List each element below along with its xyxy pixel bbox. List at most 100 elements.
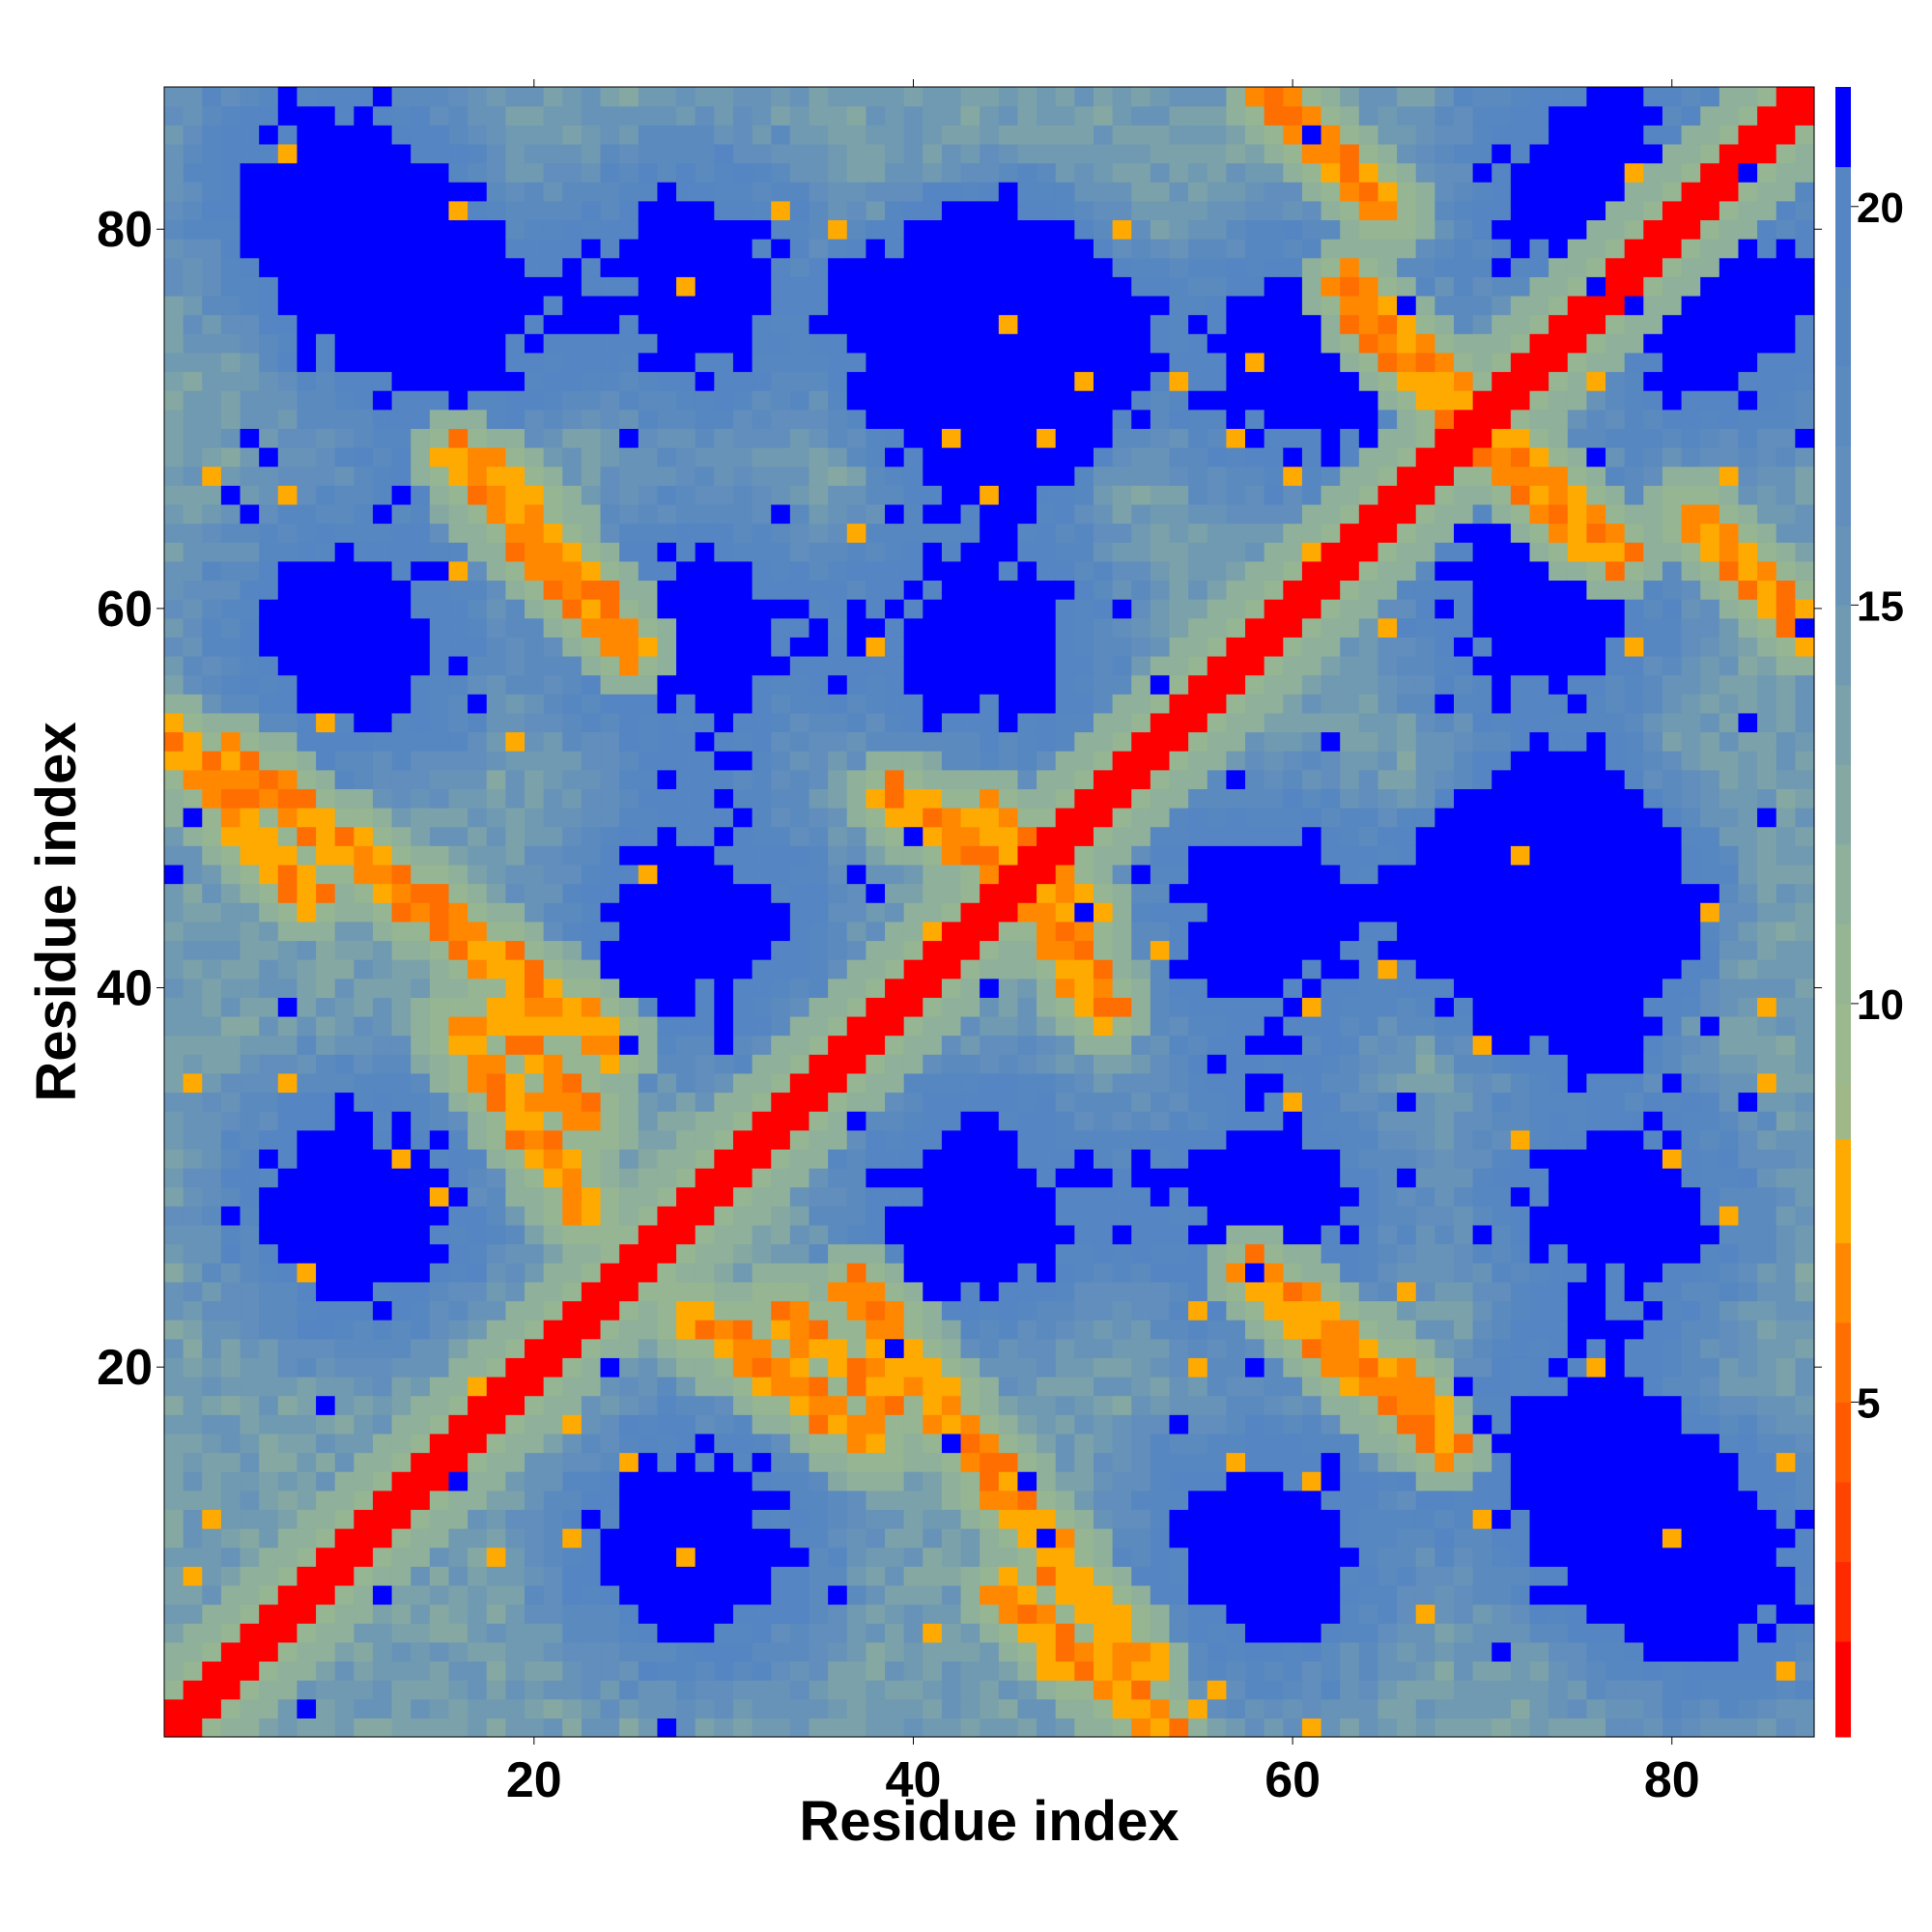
- heatmap-cell: [1169, 978, 1189, 998]
- heatmap-cell: [619, 1092, 639, 1112]
- heatmap-cell: [1150, 1320, 1171, 1340]
- heatmap-cell: [1226, 143, 1246, 164]
- heatmap-cell: [468, 182, 488, 202]
- heatmap-cell: [1150, 788, 1171, 809]
- heatmap-cell: [354, 751, 374, 771]
- heatmap-cell: [789, 1168, 810, 1188]
- heatmap-cell: [240, 1680, 260, 1700]
- heatmap-cell: [1017, 674, 1037, 695]
- heatmap-cell: [789, 1072, 810, 1094]
- heatmap-cell: [1017, 143, 1037, 164]
- heatmap-cell: [1150, 1224, 1171, 1245]
- heatmap-cell: [1169, 466, 1189, 486]
- heatmap-cell: [923, 1661, 943, 1681]
- heatmap-cell: [941, 1509, 962, 1529]
- heatmap-cell: [903, 239, 923, 259]
- heatmap-cell: [220, 751, 242, 771]
- heatmap-cell: [429, 1452, 450, 1472]
- heatmap-cell: [903, 883, 923, 903]
- heatmap-cell: [714, 959, 734, 980]
- heatmap-cell: [998, 523, 1019, 543]
- heatmap-cell: [581, 883, 602, 903]
- heatmap-cell: [923, 599, 943, 619]
- heatmap-cell: [866, 1243, 886, 1264]
- heatmap-cell: [600, 1015, 620, 1037]
- heatmap-cell: [885, 1168, 905, 1188]
- heatmap-cell: [885, 409, 905, 429]
- heatmap-cell: [391, 371, 412, 391]
- heatmap-cell: [486, 1718, 506, 1738]
- heatmap-cell: [828, 1168, 848, 1188]
- heatmap-cell: [259, 1584, 279, 1605]
- heatmap-cell: [240, 1471, 260, 1492]
- heatmap-cell: [1226, 1528, 1246, 1548]
- heatmap-cell: [1226, 1547, 1246, 1567]
- heatmap-cell: [657, 617, 677, 638]
- heatmap-cell: [468, 105, 488, 126]
- heatmap-cell: [1188, 466, 1208, 486]
- heatmap-cell: [923, 1092, 943, 1112]
- heatmap-cell: [581, 428, 602, 448]
- heatmap-cell: [164, 485, 185, 505]
- heatmap-cell: [1093, 200, 1114, 221]
- heatmap-cell: [1169, 712, 1189, 733]
- heatmap-cell: [752, 143, 772, 164]
- heatmap-cell: [1131, 921, 1151, 942]
- heatmap-cell: [277, 1698, 298, 1719]
- heatmap-cell: [164, 1718, 185, 1738]
- heatmap-cell: [752, 125, 772, 145]
- heatmap-cell: [372, 978, 393, 998]
- heatmap-cell: [1074, 959, 1094, 980]
- heatmap-cell: [923, 1035, 943, 1055]
- heatmap-cell: [468, 1414, 488, 1435]
- heatmap-cell: [1093, 219, 1114, 240]
- heatmap-cell: [448, 1243, 469, 1264]
- heatmap-cell: [354, 1206, 374, 1226]
- heatmap-cell: [334, 1168, 355, 1188]
- heatmap-cell: [183, 921, 203, 942]
- heatmap-cell: [1150, 409, 1171, 429]
- heatmap-cell: [220, 485, 242, 505]
- heatmap-cell: [885, 1641, 905, 1662]
- heatmap-cell: [1055, 143, 1075, 164]
- heatmap-cell: [903, 257, 923, 277]
- heatmap-cell: [809, 1566, 829, 1586]
- heatmap-cell: [1037, 219, 1057, 240]
- heatmap-cell: [354, 1357, 374, 1378]
- heatmap-cell: [1188, 1604, 1208, 1624]
- heatmap-cell: [411, 1168, 431, 1188]
- heatmap-cell: [885, 1452, 905, 1472]
- heatmap-cell: [448, 1224, 469, 1245]
- heatmap-cell: [866, 1111, 886, 1131]
- heatmap-cell: [866, 674, 886, 695]
- heatmap-cell: [809, 1092, 829, 1112]
- heatmap-cell: [809, 902, 829, 923]
- heatmap-cell: [960, 1698, 980, 1719]
- heatmap-cell: [941, 769, 962, 789]
- heatmap-cell: [1055, 1206, 1075, 1226]
- heatmap-cell: [809, 182, 829, 202]
- heatmap-cell: [1074, 503, 1094, 525]
- heatmap-cell: [525, 788, 545, 809]
- heatmap-cell: [638, 143, 659, 164]
- heatmap-cell: [525, 845, 545, 866]
- heatmap-cell: [657, 1547, 677, 1567]
- heatmap-cell: [468, 978, 488, 998]
- heatmap-cell: [354, 276, 374, 297]
- heatmap-cell: [1207, 523, 1227, 543]
- heatmap-cell: [1207, 655, 1227, 676]
- heatmap-cell: [468, 1376, 488, 1397]
- heatmap-cell: [998, 239, 1019, 259]
- heatmap-cell: [259, 883, 279, 903]
- heatmap-cell: [486, 788, 506, 809]
- heatmap-cell: [828, 674, 848, 695]
- heatmap-cell: [619, 1338, 639, 1358]
- heatmap-cell: [1112, 1718, 1132, 1738]
- heatmap-cell: [411, 87, 431, 107]
- heatmap-cell: [277, 295, 298, 316]
- heatmap-cell: [297, 1471, 317, 1492]
- heatmap-cell: [372, 1224, 393, 1245]
- heatmap-cell: [240, 1035, 260, 1055]
- heatmap-cell: [297, 1224, 317, 1245]
- heatmap-cell: [1055, 826, 1075, 846]
